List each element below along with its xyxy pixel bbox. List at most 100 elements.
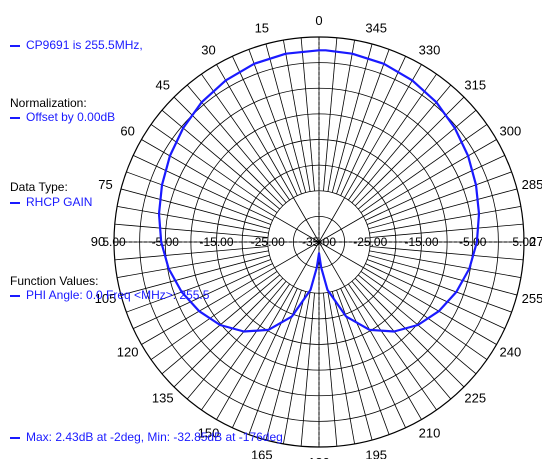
function-values-value-line: PHI Angle: 0.0 Freq <MHz>: 255.5 <box>10 288 209 302</box>
angle-label: 240 <box>500 345 522 360</box>
grid-spoke <box>348 283 437 411</box>
grid-spoke <box>300 293 315 447</box>
grid-spoke <box>120 254 270 296</box>
angle-label: 180 <box>308 455 330 459</box>
grid-spoke <box>265 291 307 441</box>
ring-labels: -35.00 -25.00 -15.00 -5.00 5.00 5.00 -5.00 -15.… <box>102 235 536 249</box>
grid-spoke <box>323 293 338 447</box>
grid-spoke <box>265 43 307 193</box>
header-line: CP9691 is 255.5MHz, <box>10 38 143 52</box>
grid-spoke <box>327 40 355 192</box>
angle-label: 0 <box>315 13 322 28</box>
max-min-line: Max: 2.43dB at -2deg, Min: -32.85dB at -… <box>10 430 283 444</box>
ring-label: -15.00 <box>199 235 233 249</box>
max-min-text: Max: 2.43dB at -2deg, Min: -32.85dB at -… <box>26 430 283 444</box>
header-text: CP9691 is 255.5MHz, <box>26 38 143 52</box>
angle-label: 30 <box>201 43 215 58</box>
grid-spoke <box>360 271 488 360</box>
grid-spoke <box>323 37 338 191</box>
grid-spoke <box>133 155 273 221</box>
ring-label: 5.00 <box>102 235 126 249</box>
angle-label: 60 <box>120 124 134 139</box>
grid-spoke <box>283 292 311 444</box>
grid-spoke <box>232 288 298 428</box>
data-type-value: RHCP GAIN <box>26 195 93 209</box>
angle-label: 345 <box>365 21 387 36</box>
series-dash <box>10 294 20 297</box>
grid-spoke <box>331 291 373 441</box>
ring-label: -5.00 <box>459 235 487 249</box>
angle-label: 270 <box>529 234 542 249</box>
ring-label: -5.00 <box>152 235 180 249</box>
grid-spoke <box>367 171 512 225</box>
grid-spoke <box>141 139 320 243</box>
angle-label: 90 <box>91 234 105 249</box>
ring-label: -25.00 <box>251 235 285 249</box>
angle-label: 45 <box>155 78 169 93</box>
data-type-label: Data Type: <box>10 180 68 194</box>
grid-spoke <box>161 109 280 210</box>
grid-spoke <box>318 139 497 243</box>
angle-label: 285 <box>522 177 542 192</box>
grid-spoke <box>318 64 422 243</box>
function-values-value: PHI Angle: 0.0 Freq <MHz>: 255.5 <box>26 288 210 302</box>
angle-label: 75 <box>98 177 112 192</box>
grid-spoke <box>340 288 406 428</box>
grid-spoke <box>358 109 477 210</box>
grid-spoke <box>186 84 287 203</box>
grid-spoke <box>114 223 268 238</box>
grid-spoke <box>360 124 488 213</box>
ring-label: -25.00 <box>353 235 387 249</box>
grid-spoke <box>318 241 497 345</box>
grid-spoke <box>365 263 505 329</box>
angle-label: 225 <box>464 390 486 405</box>
grid-spoke <box>336 49 390 194</box>
ring-label: -15.00 <box>404 235 438 249</box>
normalization-label: Normalization: <box>10 96 87 110</box>
angle-labels: 0 15 30 45 60 75 90 105 120 135 150 165 180 195 210 225… <box>91 13 542 459</box>
grid-spoke <box>368 188 518 230</box>
grid-spoke <box>114 246 268 261</box>
grid-spoke <box>117 206 269 234</box>
grid-spoke <box>216 64 320 243</box>
grid-spoke <box>327 292 355 444</box>
grid-spoke <box>348 73 437 201</box>
angle-label: 15 <box>255 21 269 36</box>
grid-spoke <box>126 171 271 225</box>
grid-spoke <box>370 223 524 238</box>
grid-spoke <box>126 259 271 313</box>
grid-spoke <box>300 37 315 191</box>
angle-label: 165 <box>251 447 273 459</box>
angle-label: 315 <box>464 78 486 93</box>
grid-spoke <box>340 56 406 196</box>
grid-spoke <box>354 277 465 388</box>
grid-spoke <box>117 250 269 278</box>
grid-spoke <box>248 290 302 435</box>
grid-spoke <box>201 283 290 411</box>
grid-spoke <box>201 73 290 201</box>
grid-spoke <box>370 246 524 261</box>
normalization-value: Offset by 0.00dB <box>26 110 116 124</box>
angle-label: 255 <box>522 291 542 306</box>
angle-label: 330 <box>419 43 441 58</box>
ring-label: 5.00 <box>512 235 536 249</box>
grid-spoke <box>150 271 278 360</box>
series-trace <box>157 49 481 333</box>
angle-label: 150 <box>198 425 220 440</box>
angle-label: 300 <box>500 124 522 139</box>
grid-spoke <box>351 84 452 203</box>
grid-spoke <box>248 49 302 194</box>
angle-label: 135 <box>152 390 174 405</box>
function-values-label: Function Values: <box>10 274 99 288</box>
grid-spoke <box>367 259 512 313</box>
grid-spoke <box>369 250 521 278</box>
normalization-value-line: Offset by 0.00dB <box>10 110 115 124</box>
grid-spoke <box>173 277 284 388</box>
series-dash <box>10 436 20 439</box>
grid-spoke <box>120 188 270 230</box>
angle-label: 105 <box>95 291 117 306</box>
grid-spoke <box>351 281 452 400</box>
trace-group <box>157 49 481 333</box>
grid-spoke <box>365 155 505 221</box>
